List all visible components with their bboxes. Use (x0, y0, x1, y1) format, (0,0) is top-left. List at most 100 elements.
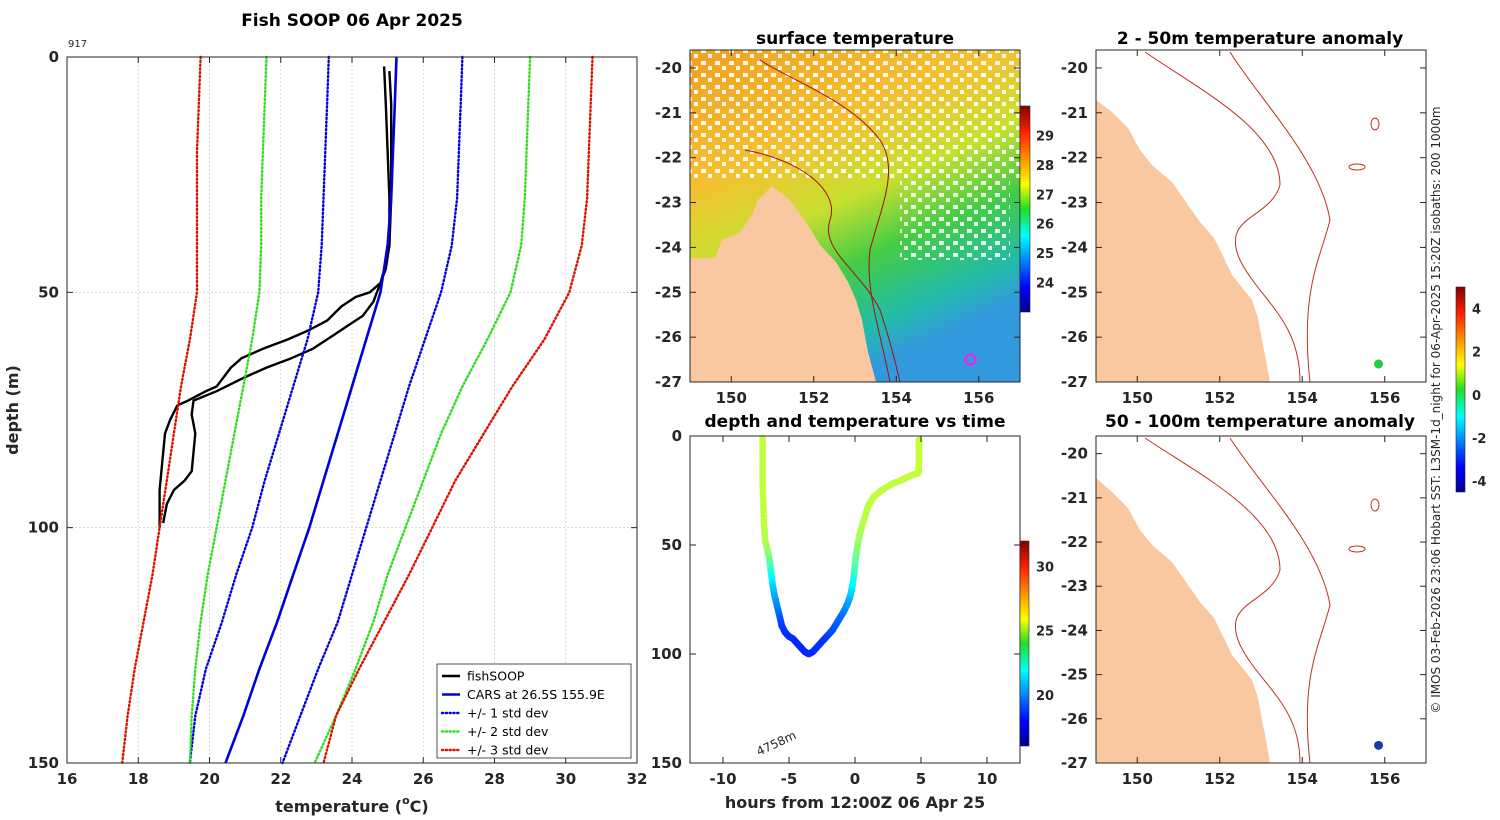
y-tick-label: -25 (655, 283, 682, 301)
profile-ticks: 16 18 20 22 24 26 28 30 32 0 50 100 150 (28, 48, 648, 788)
anomaly-50-100-seamount (1370, 498, 1380, 512)
y-tick-label: -21 (1061, 489, 1088, 507)
y-tick-label: -24 (1061, 621, 1088, 639)
y-tick-label: -26 (1061, 710, 1088, 728)
depth-time-points (759, 434, 923, 658)
depth-time-axes-box (689, 435, 1021, 764)
sst-title: surface temperature (756, 29, 954, 49)
x-tick-label: 16 (57, 770, 78, 788)
y-tick-label: -20 (655, 59, 682, 77)
profile-xlabel: temperature (oC) (275, 794, 428, 816)
y-tick-label: -25 (1061, 283, 1088, 301)
y-tick-label: -22 (1061, 149, 1088, 167)
anomaly-50-100-land (1096, 478, 1270, 763)
y-tick-label: 100 (28, 519, 59, 537)
sst-colorbar-label: 24 (1036, 277, 1054, 292)
series-line (188, 55, 330, 765)
x-tick-label: 30 (555, 770, 576, 788)
sst-colorbar-label: 28 (1036, 159, 1054, 174)
anomaly-2-50-isobath-200 (1144, 51, 1301, 383)
x-tick-label: 24 (342, 770, 363, 788)
legend-label: +/- 3 std dev (467, 743, 549, 758)
depth-time-title: depth and temperature vs time (705, 412, 1006, 432)
x-tick-label: 152 (1204, 389, 1235, 407)
anomaly-2-50-isobath-1000 (1229, 51, 1331, 383)
y-tick-label: 0 (672, 427, 682, 445)
depth-time-colorbar-label: 30 (1036, 561, 1054, 576)
anomaly-2-50-seamount (1370, 117, 1380, 131)
y-tick-label: -23 (1061, 577, 1088, 595)
x-tick-label: 20 (199, 770, 220, 788)
anomaly-2-50-map: 2 - 50m temperature anomaly 150 152 154 156… (1061, 29, 1427, 407)
y-tick-label: -24 (1061, 238, 1088, 256)
sst-isobath-200 (744, 149, 901, 383)
legend-label: +/- 2 std dev (467, 724, 549, 739)
x-tick-label: 156 (1369, 770, 1400, 788)
anomaly-2-50-field (1096, 50, 1426, 383)
y-tick-label: -20 (1061, 59, 1088, 77)
sst-colorbar-strip (1019, 105, 1031, 313)
y-tick-label: -26 (655, 328, 682, 346)
profile-grid (67, 57, 637, 763)
anomaly-50-100-field (1096, 436, 1426, 764)
y-tick-label: 150 (28, 754, 59, 772)
profile-chart: Fish SOOP 06 Apr 2025 917 16 18 20 22 24 26 28… (3, 11, 647, 816)
anomaly-2-50-land (1096, 100, 1270, 382)
depth-time-colorbar-label: 20 (1036, 689, 1054, 704)
anomaly-2-50-marker (1374, 359, 1384, 369)
y-tick-label: 50 (38, 283, 59, 301)
legend-label: +/- 1 std dev (467, 706, 549, 721)
y-tick-label: -24 (655, 238, 682, 256)
anomaly-2-50-axes-box (1095, 49, 1427, 383)
x-tick-label: 22 (270, 770, 291, 788)
x-tick-label: 26 (413, 770, 434, 788)
series-line (121, 55, 202, 765)
x-tick-label: 0 (850, 770, 860, 788)
sst-colorbar-label: 29 (1036, 129, 1054, 144)
y-tick-label: -21 (655, 104, 682, 122)
sst-map: surface temperature 150 152 154 156 -20 -21 -2… (655, 29, 1054, 407)
depth-time-chart: depth and temperature vs time -10 -5 0 5 100… (651, 412, 1054, 812)
sst-colorbar-label: 27 (1036, 188, 1054, 203)
anomaly-2-50-title: 2 - 50m temperature anomaly (1117, 29, 1403, 49)
anomaly-colorbar-strip (1455, 286, 1466, 493)
y-tick-label: -25 (1061, 666, 1088, 684)
legend-box (436, 663, 632, 759)
x-tick-label: 154 (1287, 389, 1318, 407)
sst-colorbar-label: 25 (1036, 247, 1054, 262)
anomaly-colorbar-label: 2 (1472, 346, 1481, 361)
profile-title: Fish SOOP 06 Apr 2025 (241, 11, 463, 31)
depth-time-colorbar: 20 25 30 (1019, 540, 1054, 747)
y-tick-label: 150 (651, 754, 682, 772)
sst-location-marker (964, 353, 977, 366)
x-tick-label: 156 (963, 389, 994, 407)
x-tick-label: 28 (484, 770, 505, 788)
profile-annotation: 917 (68, 39, 87, 50)
sst-colorbar: 24 25 26 27 28 29 (1019, 105, 1054, 313)
sst-colorbar-label: 26 (1036, 218, 1054, 233)
series-line (281, 55, 464, 765)
sst-cloud-mask-east (900, 180, 1010, 260)
anomaly-colorbar-label: 4 (1472, 303, 1481, 318)
x-tick-label: 10 (977, 770, 998, 788)
series-line (322, 55, 594, 765)
x-tick-label: -10 (709, 770, 736, 788)
anomaly-colorbar-label: 0 (1472, 389, 1481, 404)
y-tick-label: -26 (1061, 328, 1088, 346)
anomaly-2-50-ticks: 150 152 154 156 -20 -21 -22 -23 -24 -25 -26 -27 (1061, 50, 1426, 407)
x-tick-label: 152 (1204, 770, 1235, 788)
sst-ticks: 150 152 154 156 -20 -21 -22 -23 -24 -25 -26 -27 (655, 50, 1020, 407)
y-tick-label: -22 (1061, 533, 1088, 551)
anomaly-colorbar-label: -2 (1472, 432, 1486, 447)
legend-label: fishSOOP (467, 669, 525, 684)
anomaly-50-100-seamount (1348, 545, 1366, 553)
y-tick-label: 50 (661, 536, 682, 554)
x-tick-label: 150 (716, 389, 747, 407)
anomaly-50-100-map: 50 - 100m temperature anomaly 150 152 154 1… (1061, 412, 1427, 788)
x-tick-label: 154 (1287, 770, 1318, 788)
y-tick-label: -21 (1061, 104, 1088, 122)
y-tick-label: -27 (655, 373, 682, 391)
anomaly-2-50-seamount (1348, 163, 1366, 171)
